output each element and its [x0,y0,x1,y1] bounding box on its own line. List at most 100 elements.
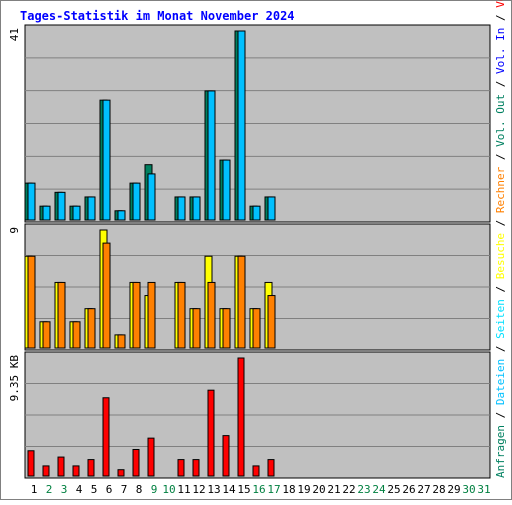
panels-layer: 41 9 9.35 KB [8,24,491,479]
legend-entry: Vol. Out [494,94,507,154]
bar-rechner-day-13 [207,281,216,349]
x-tick-label: 4 [76,483,83,496]
x-tick-label: 3 [61,483,68,496]
legend-entry: / [494,412,507,425]
panel-visits-max-label: 9 [8,227,21,234]
bar-dateien-day-1 [27,182,36,221]
x-tick-label: 29 [447,483,460,496]
panel-volume-max-label: 9.35 KB [8,355,21,402]
bar-volumen-day-11 [177,459,185,477]
x-tick-label: 16 [252,483,265,496]
legend-entry: Volumen [494,0,507,14]
bar-rechner-day-5 [87,308,96,349]
legend-entry: / [494,14,507,27]
legend-entry: Besuche [494,233,507,286]
x-tick-label: 13 [207,483,220,496]
bar-rechner-day-8 [132,281,141,349]
bar-volumen-day-2 [42,465,50,477]
bar-rechner-day-6 [102,242,111,349]
legend-entry: / [494,346,507,359]
x-tick-label: 30 [462,483,475,496]
bar-volumen-day-16 [252,465,260,477]
legend-entry: Rechner [494,166,507,219]
bar-volumen-day-15 [237,357,245,477]
x-tick-label: 12 [192,483,205,496]
right-legend: Anfragen / Dateien / Seiten / Besuche / … [494,0,507,478]
bar-volumen-day-13 [207,389,215,477]
bar-rechner-day-4 [72,321,81,349]
x-tick-label: 11 [177,483,190,496]
x-tick-label: 6 [106,483,113,496]
bar-volumen-day-6 [102,397,110,477]
bar-rechner-day-17 [267,295,276,349]
bar-volumen-day-9 [147,437,155,477]
bar-dateien-day-5 [87,196,96,221]
bar-rechner-day-7 [117,334,126,349]
bar-dateien-day-15 [237,30,246,221]
x-tick-label: 2 [46,483,53,496]
bar-rechner-day-14 [222,308,231,349]
x-tick-label: 5 [91,483,98,496]
bar-dateien-day-8 [132,182,141,221]
bar-dateien-day-3 [57,191,66,221]
bar-dateien-day-13 [207,90,216,221]
bar-volumen-day-1 [27,450,35,477]
x-tick-label: 15 [237,483,250,496]
x-tick-label: 10 [162,483,175,496]
chart-title: Tages-Statistik im Monat November 2024 [20,9,295,23]
bar-volumen-day-7 [117,469,125,477]
bar-rechner-day-15 [237,255,246,349]
x-tick-label: 20 [312,483,325,496]
bar-dateien-day-11 [177,196,186,221]
x-axis: 1 2 3 4 5 6 7 8 9 10 11 12 13 14 15 16 17 18 19 20 21 22 23 24 2… [31,483,491,496]
panel-requests-max-label: 41 [8,28,21,41]
bar-rechner-day-3 [57,281,66,349]
legend-entry: Anfragen [494,425,507,478]
x-tick-label: 21 [327,483,340,496]
bar-dateien-day-16 [252,205,261,221]
panel-visits: 9 [8,223,491,351]
x-tick-label: 19 [297,483,310,496]
bar-volumen-day-8 [132,448,140,477]
x-tick-label: 28 [432,483,445,496]
bar-volumen-day-5 [87,459,95,477]
bar-rechner-day-1 [27,255,36,349]
bar-rechner-day-11 [177,281,186,349]
bar-volumen-day-12 [192,459,200,477]
x-tick-label: 9 [151,483,158,496]
x-tick-label: 18 [282,483,295,496]
bar-volumen-day-4 [72,465,80,477]
legend-entry: / [494,81,507,94]
bar-dateien-day-6 [102,99,111,221]
panel-requests: 41 [8,24,491,223]
x-tick-label: 25 [387,483,400,496]
bar-dateien-day-17 [267,196,276,221]
bar-dateien-day-9 [147,173,156,221]
bar-dateien-day-2 [42,205,51,221]
x-tick-label: 14 [222,483,236,496]
bar-rechner-day-16 [252,308,261,349]
bar-rechner-day-12 [192,308,201,349]
bar-rechner-day-2 [42,321,51,349]
x-tick-label: 27 [417,483,430,496]
bar-dateien-day-7 [117,210,126,221]
x-tick-label: 22 [342,483,355,496]
x-tick-label: 7 [121,483,128,496]
panel-volume: 9.35 KB [8,351,491,479]
x-tick-label: 1 [31,483,38,496]
x-tick-label: 26 [402,483,415,496]
x-tick-label: 24 [372,483,386,496]
bar-dateien-day-4 [72,205,81,221]
bar-volumen-day-14 [222,435,230,477]
x-tick-label: 23 [357,483,370,496]
legend-entry: Dateien [494,359,507,412]
legend-entry: / [494,220,507,233]
bar-dateien-day-14 [222,159,231,221]
x-tick-label: 17 [267,483,280,496]
bar-dateien-day-12 [192,196,201,221]
legend-entry: Seiten [494,299,507,345]
x-tick-label: 31 [477,483,490,496]
legend-entry: / [494,153,507,166]
